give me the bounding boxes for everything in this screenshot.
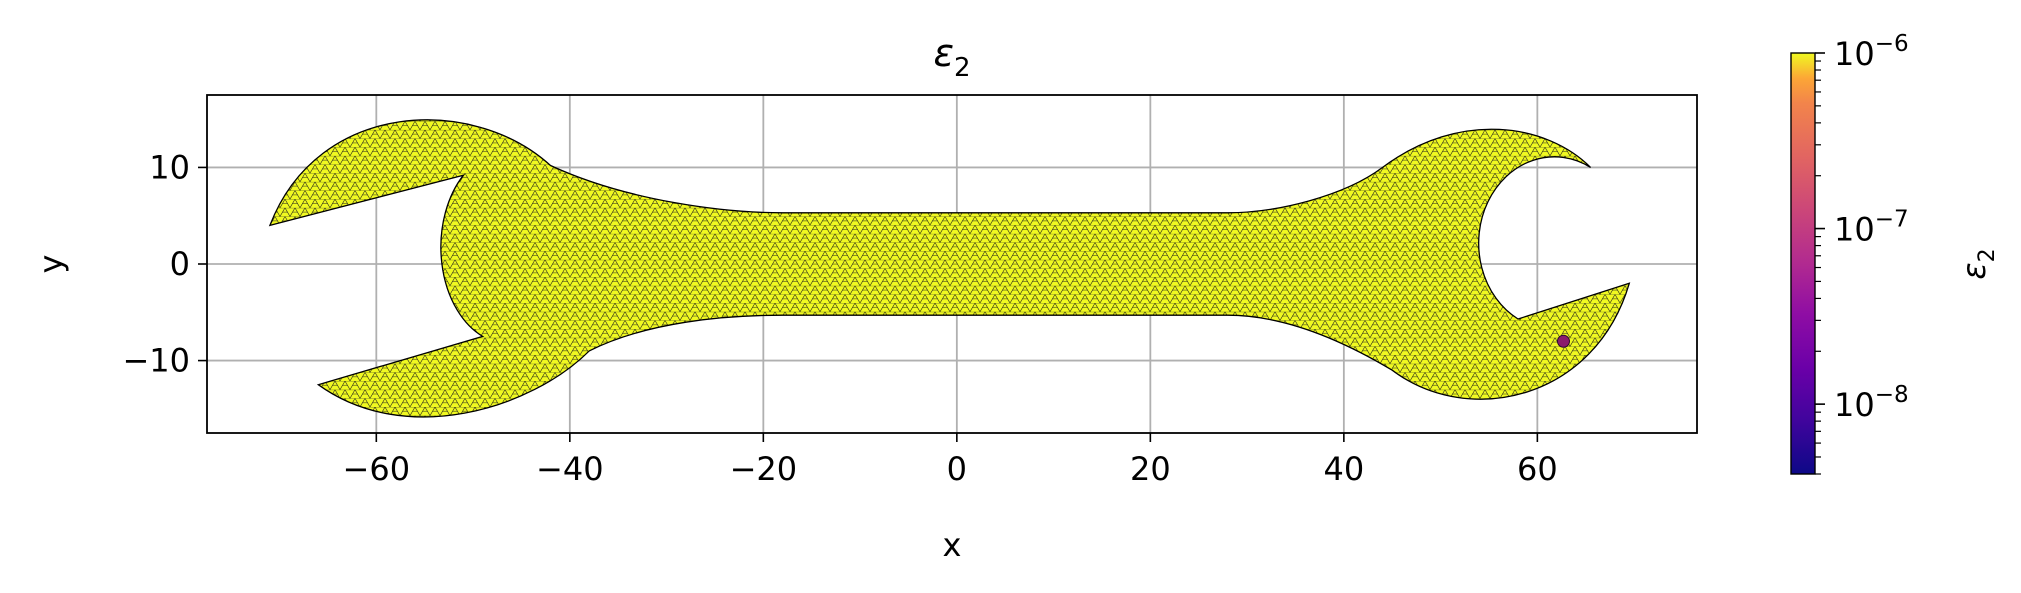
x-tick-label: −60 bbox=[343, 450, 411, 488]
x-tick-label: −20 bbox=[730, 450, 798, 488]
colorbar-label-main: ε bbox=[1955, 262, 1993, 279]
x-ticks: −60 −40 −20 0 20 40 60 bbox=[343, 433, 1558, 488]
y-ticks: −10 0 10 bbox=[122, 148, 207, 380]
y-tick-label: −10 bbox=[122, 342, 190, 380]
chart-title-main: ε bbox=[933, 31, 954, 75]
axes: −60 −40 −20 0 20 40 60 −10 0 10 x y ε2 bbox=[32, 31, 1698, 564]
colorbar: 10−6 10−7 10−8 ε2 bbox=[1790, 31, 2000, 475]
x-tick-label: 60 bbox=[1517, 450, 1558, 488]
wrench-shape bbox=[268, 119, 1631, 418]
colorbar-tick-label: 10−6 bbox=[1834, 31, 1909, 73]
y-tick-label: 0 bbox=[170, 245, 190, 283]
chart-title: ε2 bbox=[933, 31, 970, 83]
low-value-spot bbox=[1556, 334, 1570, 348]
x-axis-label: x bbox=[943, 526, 962, 564]
colorbar-tick-label: 10−8 bbox=[1834, 382, 1909, 424]
wrench-mesh bbox=[268, 119, 1631, 418]
x-tick-label: 40 bbox=[1323, 450, 1364, 488]
x-tick-label: 0 bbox=[947, 450, 967, 488]
y-axis-label: y bbox=[32, 255, 70, 274]
x-tick-label: 20 bbox=[1130, 450, 1171, 488]
chart-title-subscript: 2 bbox=[954, 53, 971, 83]
colorbar-minor-ticks bbox=[1815, 60, 1821, 475]
colorbar-tick-label: 10−7 bbox=[1834, 207, 1909, 249]
colorbar-label-subscript: 2 bbox=[1975, 248, 2000, 262]
colorbar-gradient bbox=[1790, 52, 1816, 475]
y-tick-label: 10 bbox=[149, 148, 190, 186]
colorbar-major-ticks: 10−6 10−7 10−8 bbox=[1815, 31, 1909, 424]
x-tick-label: −40 bbox=[536, 450, 604, 488]
colorbar-label: ε2 bbox=[1955, 248, 2000, 279]
